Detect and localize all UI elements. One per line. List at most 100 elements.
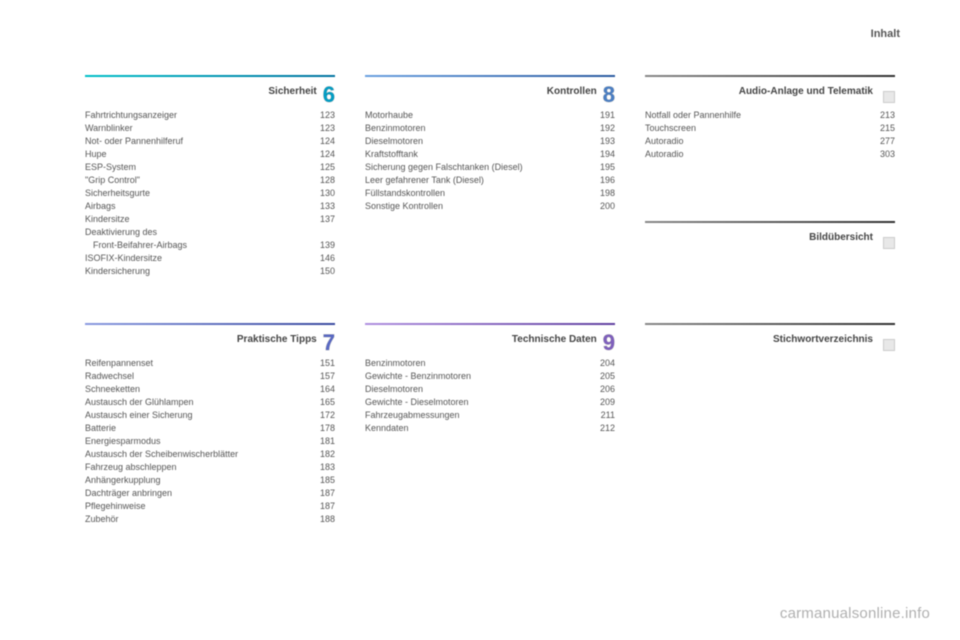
toc-item: Füllstandskontrollen198 bbox=[365, 187, 615, 200]
toc-item: ESP-System125 bbox=[85, 161, 335, 174]
toc-item-page: 204 bbox=[587, 357, 615, 370]
toc-item-label: Front-Beifahrer-Airbags bbox=[85, 239, 307, 252]
toc-item: Gewichte - Dieselmotoren209 bbox=[365, 396, 615, 409]
toc-item-label: Deaktivierung des bbox=[85, 226, 307, 239]
toc-item-label: Kenndaten bbox=[365, 422, 587, 435]
toc-item-page: 185 bbox=[307, 474, 335, 487]
toc-item-page: 194 bbox=[587, 148, 615, 161]
toc-item-label: Autoradio bbox=[645, 135, 867, 148]
page-header: Inhalt bbox=[871, 28, 900, 40]
toc-item-page: 193 bbox=[587, 135, 615, 148]
toc-item-page: 150 bbox=[307, 265, 335, 278]
toc-item: Kindersicherung150 bbox=[85, 265, 335, 278]
toc-item-label: ISOFIX-Kindersitze bbox=[85, 252, 307, 265]
toc-item: Touchscreen215 bbox=[645, 122, 895, 135]
section-header: Audio-Anlage und Telematik bbox=[645, 81, 895, 103]
toc-item-label: Zubehör bbox=[85, 513, 307, 526]
toc-item-label: Reifenpannenset bbox=[85, 357, 307, 370]
toc-item-page: 187 bbox=[307, 487, 335, 500]
section-rule bbox=[85, 75, 335, 77]
toc-item-page: 146 bbox=[307, 252, 335, 265]
section-header: Praktische Tipps7 bbox=[85, 329, 335, 351]
toc-item-page: 125 bbox=[307, 161, 335, 174]
toc-item: Austausch der Scheibenwischerblätter182 bbox=[85, 448, 335, 461]
toc-item-label: Energiesparmodus bbox=[85, 435, 307, 448]
toc-item: Anhängerkupplung185 bbox=[85, 474, 335, 487]
toc-item: Fahrzeug abschleppen183 bbox=[85, 461, 335, 474]
toc-item-page: 123 bbox=[307, 122, 335, 135]
toc-item-page: 213 bbox=[867, 109, 895, 122]
toc-item: Energiesparmodus181 bbox=[85, 435, 335, 448]
toc-item: Autoradio303 bbox=[645, 148, 895, 161]
toc-item-label: Gewichte - Dieselmotoren bbox=[365, 396, 587, 409]
toc-item-label: Benzinmotoren bbox=[365, 357, 587, 370]
section-header: Bildübersicht bbox=[645, 227, 895, 249]
toc-item: Motorhaube191 bbox=[365, 109, 615, 122]
section-title: Sicherheit bbox=[268, 81, 316, 103]
toc-item: Dieselmotoren193 bbox=[365, 135, 615, 148]
toc-item-page bbox=[307, 226, 335, 239]
toc-item: Notfall oder Pannenhilfe213 bbox=[645, 109, 895, 122]
toc-item: Dieselmotoren206 bbox=[365, 383, 615, 396]
toc-item-page: 165 bbox=[307, 396, 335, 409]
section-header: Stichwortverzeichnis bbox=[645, 329, 895, 351]
section-number: 9 bbox=[603, 333, 615, 353]
toc-item: Austausch der Glühlampen165 bbox=[85, 396, 335, 409]
toc-item-label: Schneeketten bbox=[85, 383, 307, 396]
toc-item-label: Kindersicherung bbox=[85, 265, 307, 278]
watermark-text: carmanualsonline.info bbox=[780, 605, 930, 622]
toc-item-label: Gewichte - Benzinmotoren bbox=[365, 370, 587, 383]
toc-item-page: 124 bbox=[307, 135, 335, 148]
toc-item-page: 130 bbox=[307, 187, 335, 200]
section-number: 6 bbox=[323, 85, 335, 105]
toc-item-page: 211 bbox=[587, 409, 615, 422]
section-rule bbox=[645, 75, 895, 77]
toc-item-page: 128 bbox=[307, 174, 335, 187]
toc-item: Fahrzeugabmessungen211 bbox=[365, 409, 615, 422]
toc-item-label: Touchscreen bbox=[645, 122, 867, 135]
toc-item: Sicherung gegen Falschtanken (Diesel)195 bbox=[365, 161, 615, 174]
toc-item: Schneeketten164 bbox=[85, 383, 335, 396]
section-title: Stichwortverzeichnis bbox=[773, 329, 873, 351]
section-rule bbox=[85, 323, 335, 325]
section-rule bbox=[365, 75, 615, 77]
toc-item-page: 303 bbox=[867, 148, 895, 161]
section-rule bbox=[645, 323, 895, 325]
toc-item-label: Sicherheitsgurte bbox=[85, 187, 307, 200]
toc-item-page: 172 bbox=[307, 409, 335, 422]
toc-item-page: 206 bbox=[587, 383, 615, 396]
toc-item-label: "Grip Control" bbox=[85, 174, 307, 187]
toc-item-page: 151 bbox=[307, 357, 335, 370]
toc-item-page: 164 bbox=[307, 383, 335, 396]
toc-item: Dachträger anbringen187 bbox=[85, 487, 335, 500]
toc-item: Warnblinker123 bbox=[85, 122, 335, 135]
section-box-icon bbox=[883, 339, 895, 351]
toc-item-label: Anhängerkupplung bbox=[85, 474, 307, 487]
toc-item-label: Motorhaube bbox=[365, 109, 587, 122]
toc-section: Stichwortverzeichnis bbox=[645, 323, 895, 526]
toc-item-page: 183 bbox=[307, 461, 335, 474]
toc-item: Deaktivierung des bbox=[85, 226, 335, 239]
toc-item-label: Kraftstofftank bbox=[365, 148, 587, 161]
toc-item: Autoradio277 bbox=[645, 135, 895, 148]
toc-section: Praktische Tipps7Reifenpannenset151Radwe… bbox=[85, 323, 335, 526]
toc-item: Pflegehinweise187 bbox=[85, 500, 335, 513]
toc-item-label: Fahrzeug abschleppen bbox=[85, 461, 307, 474]
toc-item: Sonstige Kontrollen200 bbox=[365, 200, 615, 213]
toc-item: Batterie178 bbox=[85, 422, 335, 435]
toc-item: Kindersitze137 bbox=[85, 213, 335, 226]
toc-item: Zubehör188 bbox=[85, 513, 335, 526]
toc-item-label: Autoradio bbox=[645, 148, 867, 161]
toc-item-page: 178 bbox=[307, 422, 335, 435]
toc-item-page: 191 bbox=[587, 109, 615, 122]
toc-item-page: 187 bbox=[307, 500, 335, 513]
toc-item-label: Sicherung gegen Falschtanken (Diesel) bbox=[365, 161, 587, 174]
toc-section: Technische Daten9Benzinmotoren204Gewicht… bbox=[365, 323, 615, 526]
toc-item: Hupe124 bbox=[85, 148, 335, 161]
toc-item-label: Kindersitze bbox=[85, 213, 307, 226]
toc-item-label: Warnblinker bbox=[85, 122, 307, 135]
toc-item: Sicherheitsgurte130 bbox=[85, 187, 335, 200]
section-title: Kontrollen bbox=[547, 81, 597, 103]
section-rule bbox=[645, 221, 895, 223]
section-header: Kontrollen8 bbox=[365, 81, 615, 103]
